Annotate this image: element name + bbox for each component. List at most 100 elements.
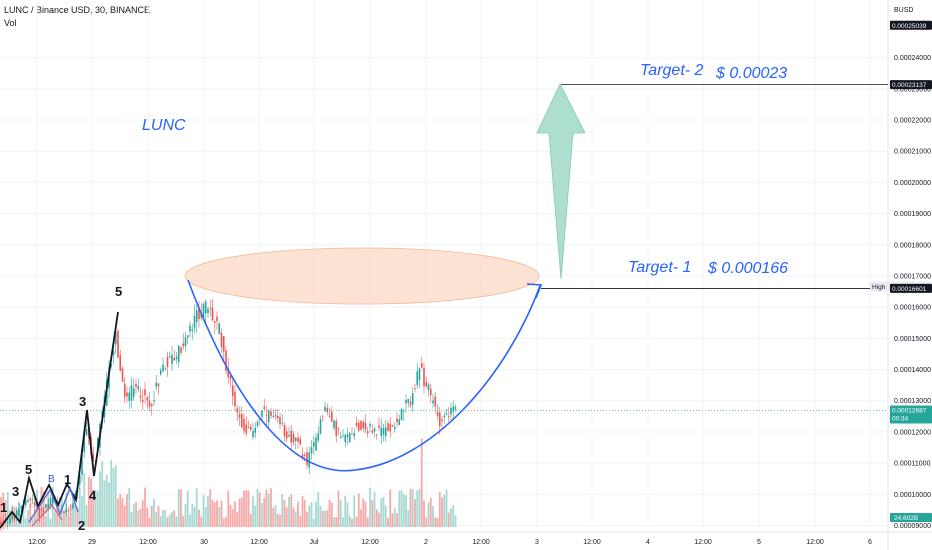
candle-body: [74, 492, 77, 498]
volume-bar: [324, 510, 326, 527]
candle-body: [391, 424, 394, 427]
candle-body: [348, 433, 351, 443]
volume-bar: [263, 497, 266, 527]
volume-bar: [29, 503, 32, 527]
volume-bar: [123, 505, 126, 527]
volume-bar: [409, 488, 412, 527]
x-tick-label: 30: [200, 539, 208, 546]
candle-body: [128, 392, 131, 401]
volume-bar: [283, 499, 286, 527]
x-tick-label: 12:00: [361, 539, 379, 546]
volume-bar: [432, 505, 434, 527]
volume-bar: [128, 488, 131, 527]
candle-body: [384, 427, 387, 437]
candle-body: [310, 447, 313, 454]
candle-body: [173, 358, 176, 361]
volume-bar: [92, 489, 95, 527]
y-axis-ticks: 0.00024000 0.00023000 0.00022000 0.00021000…: [894, 55, 931, 530]
volume-bar: [173, 510, 176, 527]
candle-body: [362, 421, 365, 428]
volume-bar: [279, 514, 281, 527]
volume-bar: [364, 501, 367, 527]
candle-body: [83, 429, 86, 453]
candle-body: [166, 356, 169, 367]
volume-bar: [301, 495, 304, 527]
candle-body: [432, 400, 434, 404]
candle-body: [249, 426, 252, 430]
volume-bar: [175, 516, 178, 527]
x-tick-label: 12:00: [28, 539, 46, 546]
candle-body: [195, 310, 198, 323]
volume-bar: [56, 503, 59, 527]
target-1-value: $ 0.000166: [707, 260, 788, 277]
volume-bar: [346, 502, 349, 527]
volume-bar: [218, 506, 221, 527]
candle-body: [373, 428, 376, 432]
candle-body: [279, 417, 281, 425]
candle-body: [443, 415, 446, 418]
volume-bar: [389, 489, 392, 527]
volume-bar: [139, 508, 142, 527]
candle-body: [193, 315, 196, 328]
candle-body: [371, 430, 374, 433]
candle-body: [240, 413, 243, 428]
candle-body: [450, 407, 452, 415]
volume-bar: [132, 503, 135, 527]
candle-body: [13, 513, 16, 520]
volume-bar: [337, 490, 340, 527]
volume-bar: [222, 518, 225, 527]
candle-body: [137, 386, 140, 390]
candle-body: [423, 367, 425, 387]
volume-bar: [416, 490, 419, 527]
candle-body: [263, 406, 266, 410]
candle-body: [427, 384, 430, 391]
volume-bar: [310, 502, 313, 527]
candle-body: [191, 329, 194, 331]
candle-body: [15, 510, 18, 517]
y-tick-label: 0.00022000: [894, 118, 931, 125]
volume-bar: [137, 510, 140, 527]
candle-body: [452, 406, 455, 412]
candle-body: [148, 400, 151, 407]
volume-bar: [76, 507, 79, 527]
candle-body: [139, 395, 142, 398]
candle-body: [400, 408, 403, 420]
candle-body: [407, 399, 410, 403]
x-tick-label: 12:00: [139, 539, 157, 546]
volume-bar: [112, 467, 115, 527]
volume-bar: [369, 487, 371, 527]
y-tick-label: 0.00009000: [894, 523, 931, 530]
y-tick-label: 0.00020000: [894, 180, 931, 187]
candle-body: [209, 308, 212, 309]
y-tick-label: 0.00013000: [894, 398, 931, 405]
volume-bar: [276, 513, 279, 527]
wave-label-5: 5: [115, 284, 122, 299]
volume-tag-box: [890, 513, 932, 522]
candle-body: [425, 382, 428, 387]
volume-bar: [150, 506, 153, 527]
volume-bar: [294, 511, 297, 527]
candle-body: [382, 427, 385, 435]
candle-body: [301, 454, 304, 458]
volume-bar: [258, 492, 261, 527]
candle-body: [429, 388, 432, 396]
volume-bar: [159, 516, 162, 527]
candle-body: [155, 382, 158, 387]
wave-label-3: 3: [79, 394, 86, 409]
volume-bar: [443, 494, 446, 527]
candle-body: [33, 502, 36, 507]
candle-body: [409, 401, 412, 406]
wave-label-1: 1: [64, 472, 71, 487]
target-arrow: [536, 83, 586, 280]
candle-body: [434, 396, 437, 407]
volume-bar: [54, 510, 56, 527]
candle-body: [256, 422, 259, 426]
volume-bar: [202, 494, 205, 527]
y-tick-label: 0.00010000: [894, 492, 931, 499]
candle-body: [126, 392, 128, 397]
candle-body: [189, 325, 191, 332]
volume-indicator-label[interactable]: Vol: [4, 18, 17, 28]
candle-body: [297, 437, 299, 442]
candle-body: [225, 350, 227, 371]
